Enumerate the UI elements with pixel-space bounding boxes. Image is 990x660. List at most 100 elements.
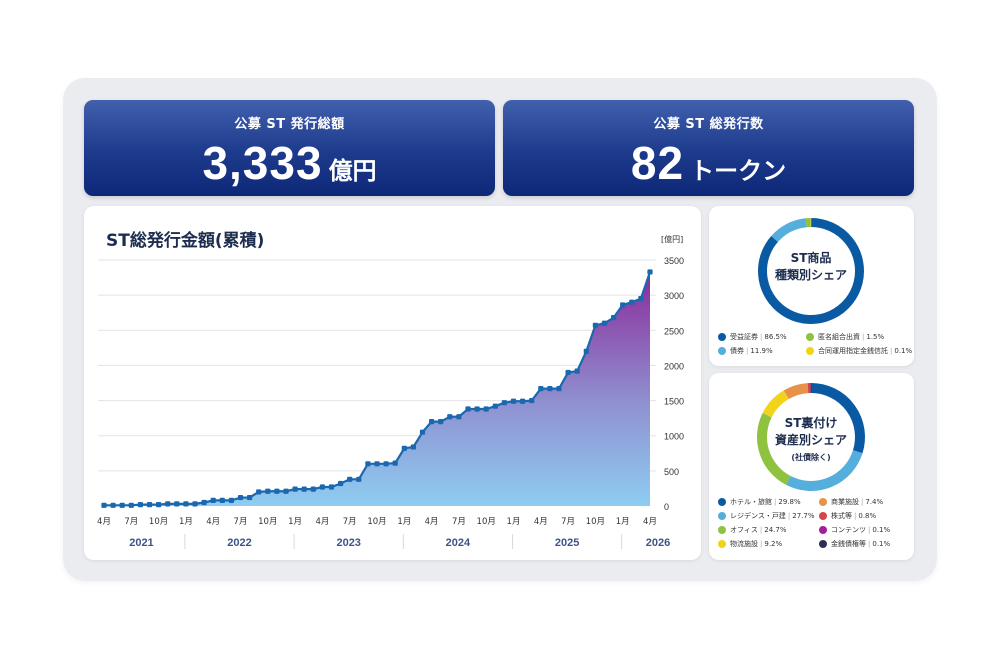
- legend-item: 債券 | 11.9%: [718, 346, 773, 356]
- data-point-marker[interactable]: [310, 486, 316, 492]
- legend-separator: |: [890, 347, 893, 355]
- data-point-marker[interactable]: [201, 499, 207, 506]
- legend-color-dot: [819, 540, 827, 548]
- data-point-marker[interactable]: [265, 488, 271, 494]
- data-point-marker[interactable]: [419, 429, 426, 435]
- data-point-marker[interactable]: [247, 494, 253, 501]
- year-label: 2021: [129, 537, 153, 549]
- y-tick-label: 2000: [664, 361, 684, 371]
- data-point-marker[interactable]: [101, 502, 107, 508]
- data-point-marker[interactable]: [483, 406, 489, 412]
- legend-color-dot: [819, 526, 827, 534]
- legend-item: 株式等 | 0.8%: [819, 511, 876, 521]
- x-tick-label: 10月: [149, 517, 168, 527]
- data-point-marker[interactable]: [647, 269, 653, 275]
- data-point-marker[interactable]: [629, 299, 635, 305]
- data-point-marker[interactable]: [520, 398, 526, 404]
- data-point-marker[interactable]: [501, 400, 507, 406]
- legend-separator: |: [787, 512, 791, 520]
- data-point-marker[interactable]: [556, 386, 562, 392]
- data-point-marker[interactable]: [292, 486, 298, 492]
- data-point-marker[interactable]: [565, 369, 571, 376]
- y-axis-unit-label: [億円]: [661, 234, 683, 244]
- legend-value: 86.5%: [764, 333, 787, 341]
- data-point-marker[interactable]: [465, 406, 471, 412]
- data-point-marker[interactable]: [410, 444, 416, 450]
- donut-segment[interactable]: [783, 383, 809, 400]
- data-point-marker[interactable]: [574, 368, 580, 374]
- data-point-marker[interactable]: [601, 320, 608, 326]
- data-point-marker[interactable]: [137, 501, 143, 508]
- asset-type-donut-chart: [757, 383, 865, 491]
- data-point-marker[interactable]: [429, 419, 435, 425]
- legend-label: ホテル・旅館: [730, 498, 772, 506]
- data-point-marker[interactable]: [392, 460, 398, 466]
- legend-value: 27.7%: [792, 512, 815, 520]
- data-point-marker[interactable]: [538, 386, 544, 392]
- data-point-marker[interactable]: [319, 484, 325, 490]
- data-point-marker[interactable]: [128, 502, 134, 508]
- donut-segment[interactable]: [757, 412, 791, 485]
- data-point-marker[interactable]: [156, 501, 162, 508]
- data-point-marker[interactable]: [474, 406, 480, 412]
- data-point-marker[interactable]: [183, 501, 189, 507]
- x-tick-label: 4月: [97, 517, 111, 527]
- data-point-marker[interactable]: [274, 488, 280, 494]
- data-point-marker[interactable]: [401, 445, 407, 451]
- data-point-marker[interactable]: [592, 322, 598, 328]
- data-point-marker[interactable]: [356, 476, 362, 482]
- data-point-marker[interactable]: [529, 397, 535, 404]
- data-point-marker[interactable]: [301, 486, 307, 492]
- legend-label: レジデンス・戸建: [730, 512, 786, 520]
- data-point-marker[interactable]: [165, 501, 171, 507]
- x-tick-label: 10月: [258, 517, 277, 527]
- x-tick-label: 7月: [234, 517, 248, 527]
- data-point-marker[interactable]: [492, 403, 498, 409]
- data-point-marker[interactable]: [174, 501, 180, 507]
- data-point-marker[interactable]: [456, 414, 462, 420]
- cumulative-area-chart: 0 500 1000 1500 2000 2500 3000 3500 [億円] 4月 7月 10月 1…: [97, 234, 684, 549]
- donut-segment[interactable]: [771, 218, 807, 243]
- legend-value: 0.8%: [858, 512, 877, 520]
- data-point-marker[interactable]: [192, 501, 198, 507]
- data-point-marker[interactable]: [256, 489, 262, 495]
- x-tick-label: 4月: [643, 517, 657, 527]
- data-point-marker[interactable]: [583, 348, 589, 354]
- data-point-marker[interactable]: [338, 480, 344, 487]
- donut-segment[interactable]: [786, 450, 863, 491]
- donut-segment[interactable]: [810, 383, 865, 454]
- donut-segment[interactable]: [758, 218, 864, 324]
- data-point-marker[interactable]: [365, 461, 371, 467]
- data-point-marker[interactable]: [447, 414, 453, 420]
- data-point-marker[interactable]: [219, 497, 225, 503]
- data-point-marker[interactable]: [620, 302, 626, 308]
- data-point-marker[interactable]: [638, 296, 644, 302]
- x-tick-label: 1月: [397, 517, 411, 527]
- legend-value: 11.9%: [750, 347, 773, 355]
- data-point-marker[interactable]: [347, 476, 353, 482]
- data-point-marker[interactable]: [547, 386, 553, 392]
- data-point-marker[interactable]: [283, 488, 289, 494]
- legend-item: 金銭債権等 | 0.1%: [819, 539, 890, 549]
- donut-segment[interactable]: [762, 390, 790, 418]
- legend-value: 7.4%: [865, 498, 884, 506]
- data-point-marker[interactable]: [328, 484, 335, 490]
- data-point-marker[interactable]: [146, 501, 153, 508]
- data-point-marker[interactable]: [110, 502, 116, 508]
- kpi-value-row: 82 トークン: [503, 136, 914, 190]
- data-point-marker[interactable]: [228, 497, 234, 503]
- legend-label: 株式等: [831, 512, 852, 520]
- legend-color-dot: [806, 333, 814, 341]
- legend-value: 0.1%: [894, 347, 913, 355]
- data-point-marker[interactable]: [383, 461, 389, 467]
- legend-label: 債券: [730, 347, 744, 355]
- data-point-marker[interactable]: [510, 398, 517, 404]
- data-point-marker[interactable]: [237, 494, 244, 501]
- data-point-marker[interactable]: [374, 461, 380, 467]
- y-tick-label: 2500: [664, 326, 684, 336]
- data-point-marker[interactable]: [210, 497, 216, 503]
- data-point-marker[interactable]: [438, 419, 444, 425]
- data-point-marker[interactable]: [119, 502, 125, 508]
- data-point-marker[interactable]: [611, 315, 617, 321]
- y-tick-label: 500: [664, 467, 679, 477]
